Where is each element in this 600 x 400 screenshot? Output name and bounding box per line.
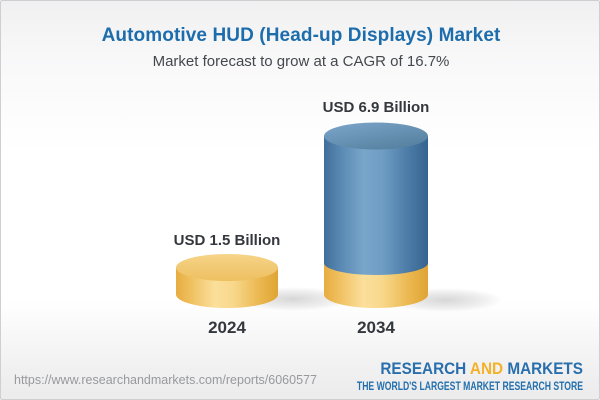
value-label-2024: USD 1.5 Billion — [173, 232, 281, 249]
logo-word-markets: MARKETS — [507, 359, 583, 378]
bar-2034-blue-segment — [324, 136, 428, 275]
bar-2034 — [324, 122, 428, 308]
research-and-markets-logo: RESEARCH AND MARKETS THE WORLD'S LARGEST… — [269, 360, 583, 392]
value-label-2034: USD 6.9 Billion — [322, 99, 430, 116]
logo-word-and: AND — [469, 359, 504, 378]
page-title: Automotive HUD (Head-up Displays) Market — [101, 25, 501, 46]
bar-2024 — [176, 254, 278, 308]
category-label-2024: 2024 — [208, 318, 246, 337]
page-subtitle: Market forecast to grow at a CAGR of 16.… — [152, 53, 450, 70]
report-url: https://www.researchandmarkets.com/repor… — [14, 373, 317, 387]
logo-tagline: THE WORLD'S LARGEST MARKET RESEARCH STOR… — [356, 379, 583, 393]
category-label-2034: 2034 — [357, 318, 395, 337]
logo-wordmark: RESEARCH AND MARKETS — [300, 360, 583, 377]
logo-word-research: RESEARCH — [380, 359, 467, 378]
